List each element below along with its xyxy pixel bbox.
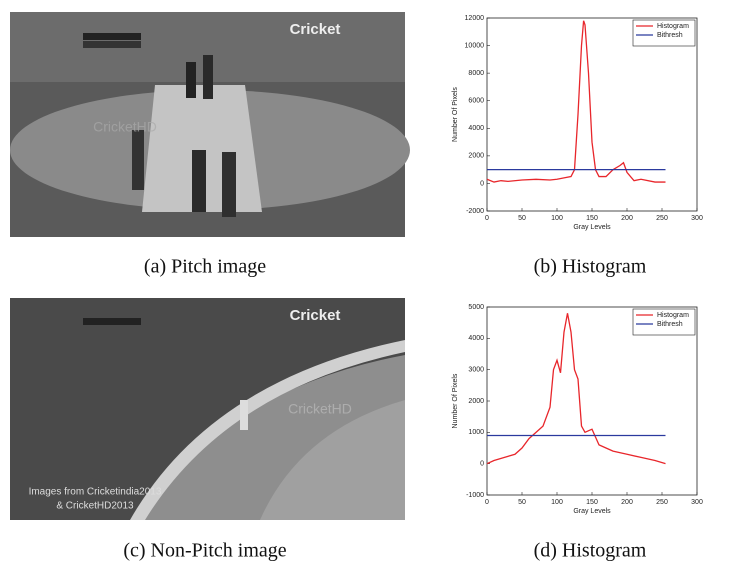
x-tick-label: 100 [551, 499, 563, 506]
caption: (d) Histogram [534, 540, 647, 562]
y-tick-label: -2000 [466, 208, 484, 215]
x-tick-label: 250 [656, 499, 668, 506]
x-tick-label: 50 [518, 499, 526, 506]
y-tick-label: 0 [480, 461, 484, 468]
x-tick-label: 0 [485, 215, 489, 222]
y-tick-label: 1000 [468, 429, 484, 436]
x-tick-label: 300 [691, 499, 703, 506]
pitch-image: Cricket CricketHD [10, 12, 410, 237]
y-tick-label: 6000 [468, 98, 484, 105]
x-tick-label: 0 [485, 499, 489, 506]
x-tick-label: 150 [586, 499, 598, 506]
y-tick-label: 12000 [465, 15, 485, 22]
x-tick-label: 200 [621, 499, 633, 506]
y-axis-label: Number Of Pixels [452, 87, 459, 142]
y-tick-label: 4000 [468, 335, 484, 342]
caption: (a) Pitch image [144, 256, 266, 278]
legend-label: Histogram [657, 312, 689, 319]
y-tick-label: 5000 [468, 304, 484, 311]
y-tick-label: -1000 [466, 492, 484, 499]
figure: Cricket CricketHD Cricket CricketHD Imag… [0, 0, 741, 568]
x-tick-label: 100 [551, 215, 563, 222]
y-tick-label: 2000 [468, 153, 484, 160]
legend-label: Histogram [657, 23, 689, 30]
watermark: CricketHD [93, 119, 157, 135]
y-tick-label: 2000 [468, 398, 484, 405]
caption: (c) Non-Pitch image [123, 540, 286, 562]
x-tick-label: 300 [691, 215, 703, 222]
legend-label: Bithresh [657, 32, 683, 39]
x-axis-label: Gray Levels [573, 224, 611, 231]
x-tick-label: 50 [518, 215, 526, 222]
y-tick-label: 8000 [468, 70, 484, 77]
x-tick-label: 200 [621, 215, 633, 222]
x-tick-label: 150 [586, 215, 598, 222]
y-tick-label: 3000 [468, 367, 484, 374]
credit: Images from Cricketindia2013 [29, 487, 162, 498]
y-tick-label: 4000 [468, 125, 484, 132]
legend-label: Bithresh [657, 321, 683, 328]
watermark: CricketHD [288, 401, 352, 417]
x-tick-label: 250 [656, 215, 668, 222]
y-tick-label: 10000 [465, 42, 485, 49]
caption: (b) Histogram [534, 256, 647, 278]
y-tick-label: 0 [480, 180, 484, 187]
credit: & CricketHD2013 [56, 501, 134, 512]
non-pitch-image: Cricket CricketHD Images from Cricketind… [10, 298, 405, 520]
series-line [487, 313, 666, 463]
y-axis-label: Number Of Pixels [452, 373, 459, 428]
x-axis-label: Gray Levels [573, 508, 611, 515]
logo: Cricket [290, 21, 341, 38]
logo: Cricket [290, 307, 341, 324]
